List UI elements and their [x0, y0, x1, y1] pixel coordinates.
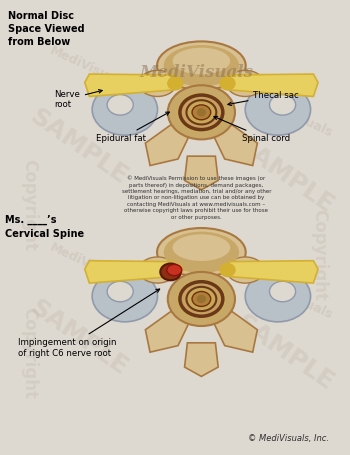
Text: SAMPLE: SAMPLE	[25, 104, 132, 189]
Text: Epidural fat: Epidural fat	[96, 112, 169, 143]
Ellipse shape	[176, 278, 227, 319]
Text: SAMPLE: SAMPLE	[232, 310, 338, 395]
Ellipse shape	[168, 263, 183, 277]
Ellipse shape	[245, 84, 310, 135]
Polygon shape	[184, 343, 218, 376]
Ellipse shape	[92, 84, 158, 135]
Polygon shape	[212, 121, 257, 166]
Text: SAMPLE: SAMPLE	[25, 296, 132, 380]
Text: Thecal sac: Thecal sac	[228, 91, 299, 106]
Text: MediVisuals: MediVisuals	[48, 44, 129, 91]
Text: Copyright: Copyright	[310, 208, 328, 300]
Polygon shape	[229, 261, 318, 283]
Polygon shape	[85, 261, 173, 283]
Text: © MediVisuals, Inc.: © MediVisuals, Inc.	[248, 434, 329, 443]
Ellipse shape	[220, 77, 235, 90]
Text: Copyright: Copyright	[20, 159, 38, 252]
Ellipse shape	[167, 264, 182, 276]
Ellipse shape	[107, 281, 133, 302]
Polygon shape	[229, 74, 318, 96]
Ellipse shape	[168, 272, 235, 326]
Ellipse shape	[157, 41, 246, 90]
Ellipse shape	[157, 228, 246, 277]
Ellipse shape	[180, 282, 223, 316]
Ellipse shape	[226, 71, 264, 96]
Text: SAMPLE: SAMPLE	[232, 134, 338, 218]
Text: MediVisuals: MediVisuals	[48, 241, 129, 288]
Text: Spinal cord: Spinal cord	[214, 116, 290, 143]
Text: MediVisuals: MediVisuals	[254, 93, 335, 141]
Text: Normal Disc
Space Viewed
from Below: Normal Disc Space Viewed from Below	[8, 11, 84, 47]
Polygon shape	[85, 74, 173, 96]
Ellipse shape	[192, 292, 211, 306]
Ellipse shape	[173, 234, 230, 261]
Ellipse shape	[107, 95, 133, 115]
Text: Nerve
root: Nerve root	[54, 90, 102, 109]
Ellipse shape	[160, 263, 181, 280]
Ellipse shape	[270, 281, 296, 302]
Ellipse shape	[197, 295, 206, 303]
Ellipse shape	[139, 257, 176, 283]
Ellipse shape	[164, 232, 239, 273]
Polygon shape	[184, 156, 218, 190]
Ellipse shape	[139, 71, 176, 96]
Ellipse shape	[187, 287, 216, 311]
Ellipse shape	[173, 48, 230, 74]
Ellipse shape	[192, 105, 211, 120]
Text: MediVisuals: MediVisuals	[139, 64, 253, 81]
Polygon shape	[212, 308, 257, 352]
Ellipse shape	[220, 263, 235, 277]
Text: Copyright: Copyright	[20, 307, 38, 399]
Text: MediVisuals: MediVisuals	[254, 275, 335, 322]
Ellipse shape	[168, 85, 235, 139]
Ellipse shape	[168, 77, 183, 90]
Ellipse shape	[270, 95, 296, 115]
Polygon shape	[145, 121, 190, 166]
Ellipse shape	[164, 45, 239, 86]
Polygon shape	[145, 308, 190, 352]
Ellipse shape	[226, 257, 264, 283]
Text: Ms. ____’s
Cervical Spine: Ms. ____’s Cervical Spine	[5, 215, 84, 239]
Ellipse shape	[180, 95, 223, 130]
Ellipse shape	[176, 92, 227, 133]
Text: Impingement on origin
of right C6 nerve root: Impingement on origin of right C6 nerve …	[18, 289, 160, 358]
Text: © MediVisuals Permission to use these images (or
parts thereof) in depositions, : © MediVisuals Permission to use these im…	[122, 176, 271, 220]
Ellipse shape	[245, 271, 310, 322]
Ellipse shape	[187, 100, 216, 125]
Ellipse shape	[197, 108, 206, 116]
Ellipse shape	[92, 271, 158, 322]
